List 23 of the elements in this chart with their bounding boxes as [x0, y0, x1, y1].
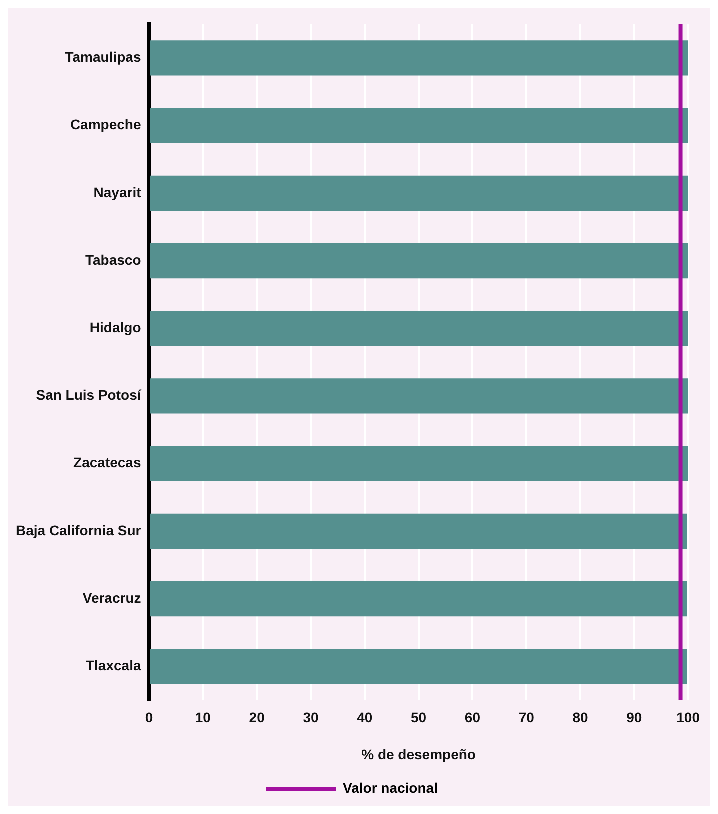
x-tick-label: 30: [303, 710, 319, 726]
y-tick-label: Tamaulipas: [65, 49, 142, 66]
y-tick-label: Tlaxcala: [86, 657, 142, 674]
x-tick-label: 90: [626, 710, 642, 726]
x-tick-label: 20: [249, 710, 266, 726]
y-tick-label: Zacatecas: [74, 454, 142, 471]
x-tick-label: 10: [195, 710, 212, 726]
x-tick-label: 70: [518, 710, 535, 726]
x-tick-label: 80: [572, 710, 589, 726]
y-tick-label: Veracruz: [82, 590, 142, 606]
y-tick-label: Hidalgo: [90, 319, 142, 336]
x-tick-label: 50: [411, 710, 427, 726]
x-tick-label: 100: [676, 710, 700, 726]
legend-label: Valor nacional: [343, 780, 438, 796]
x-tick-label: 40: [357, 710, 373, 726]
y-tick-label: Tabasco: [85, 252, 142, 268]
y-tick-label: Baja California Sur: [16, 522, 142, 538]
y-tick-label: Campeche: [70, 116, 142, 133]
x-tick-label: 60: [464, 710, 481, 726]
y-tick-label: Nayarit: [94, 184, 142, 200]
y-tick-label: San Luis Potosí: [36, 387, 142, 404]
x-tick-label: 0: [145, 710, 154, 726]
x-axis-title: % de desempeño: [362, 746, 476, 762]
